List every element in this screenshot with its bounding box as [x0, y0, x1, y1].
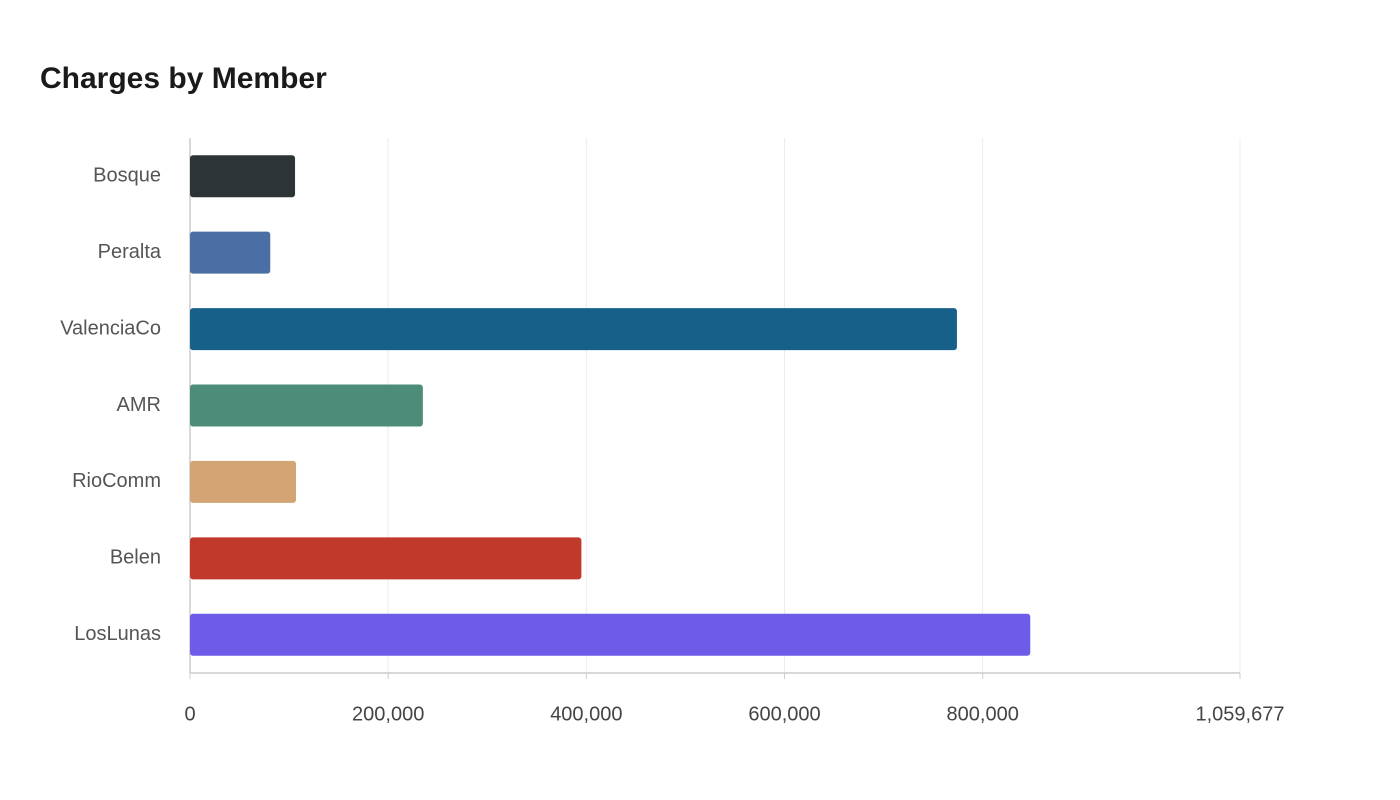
y-tick-label: LosLunas — [74, 623, 161, 645]
x-tick-label: 800,000 — [947, 703, 1019, 725]
y-tick-label: AMR — [117, 394, 161, 416]
bar — [190, 231, 271, 274]
y-tick-label: Belen — [110, 547, 161, 569]
bar — [190, 460, 297, 503]
x-tick-label: 400,000 — [550, 703, 622, 725]
bar — [190, 613, 1031, 656]
bar — [190, 537, 582, 580]
bar — [190, 384, 423, 427]
y-tick-label: Bosque — [93, 164, 161, 186]
bar — [190, 155, 296, 198]
bar — [190, 308, 957, 351]
x-tick-label: 200,000 — [352, 703, 424, 725]
x-tick-label: 0 — [184, 703, 195, 725]
chart-title: Charges by Member — [40, 62, 327, 95]
y-tick-label: ValenciaCo — [60, 317, 161, 339]
x-tick-label: 600,000 — [748, 703, 820, 725]
y-tick-label: RioComm — [72, 470, 161, 492]
y-tick-label: Peralta — [98, 241, 162, 263]
x-tick-label: 1,059,677 — [1196, 703, 1285, 725]
